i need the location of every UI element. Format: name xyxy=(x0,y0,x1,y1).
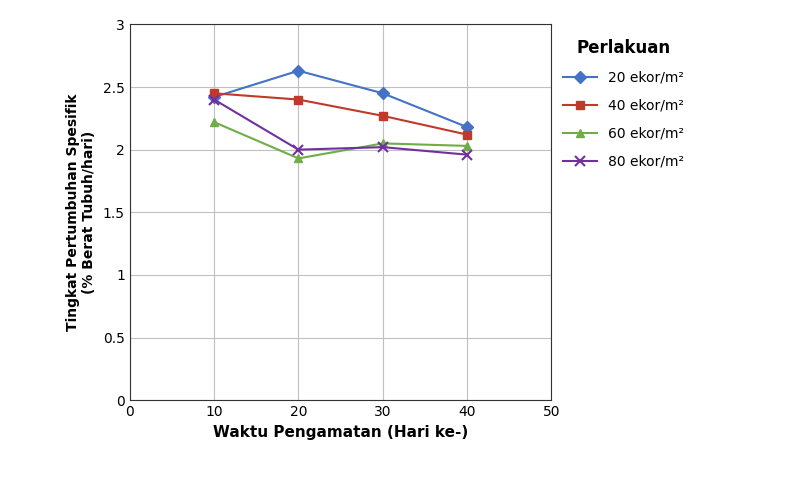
60 ekor/m² xyxy=(209,119,219,125)
20 ekor/m² xyxy=(209,94,219,100)
40 ekor/m² xyxy=(209,90,219,96)
80 ekor/m² xyxy=(378,144,388,150)
Line: 80 ekor/m²: 80 ekor/m² xyxy=(209,95,472,160)
Line: 20 ekor/m²: 20 ekor/m² xyxy=(210,66,471,131)
80 ekor/m² xyxy=(209,97,219,102)
40 ekor/m² xyxy=(294,97,303,102)
Legend: 20 ekor/m², 40 ekor/m², 60 ekor/m², 80 ekor/m²: 20 ekor/m², 40 ekor/m², 60 ekor/m², 80 e… xyxy=(563,39,684,168)
X-axis label: Waktu Pengamatan (Hari ke-): Waktu Pengamatan (Hari ke-) xyxy=(213,425,468,440)
Line: 40 ekor/m²: 40 ekor/m² xyxy=(210,89,471,139)
60 ekor/m² xyxy=(294,156,303,162)
60 ekor/m² xyxy=(462,143,472,149)
60 ekor/m² xyxy=(378,141,388,146)
80 ekor/m² xyxy=(294,147,303,153)
80 ekor/m² xyxy=(462,152,472,158)
40 ekor/m² xyxy=(462,132,472,138)
Y-axis label: Tingkat Pertumbuhan Spesifik
(% Berat Tubuh/hari): Tingkat Pertumbuhan Spesifik (% Berat Tu… xyxy=(66,94,96,331)
40 ekor/m² xyxy=(378,113,388,119)
20 ekor/m² xyxy=(378,90,388,96)
20 ekor/m² xyxy=(294,68,303,74)
Line: 60 ekor/m²: 60 ekor/m² xyxy=(210,118,471,163)
20 ekor/m² xyxy=(462,124,472,130)
